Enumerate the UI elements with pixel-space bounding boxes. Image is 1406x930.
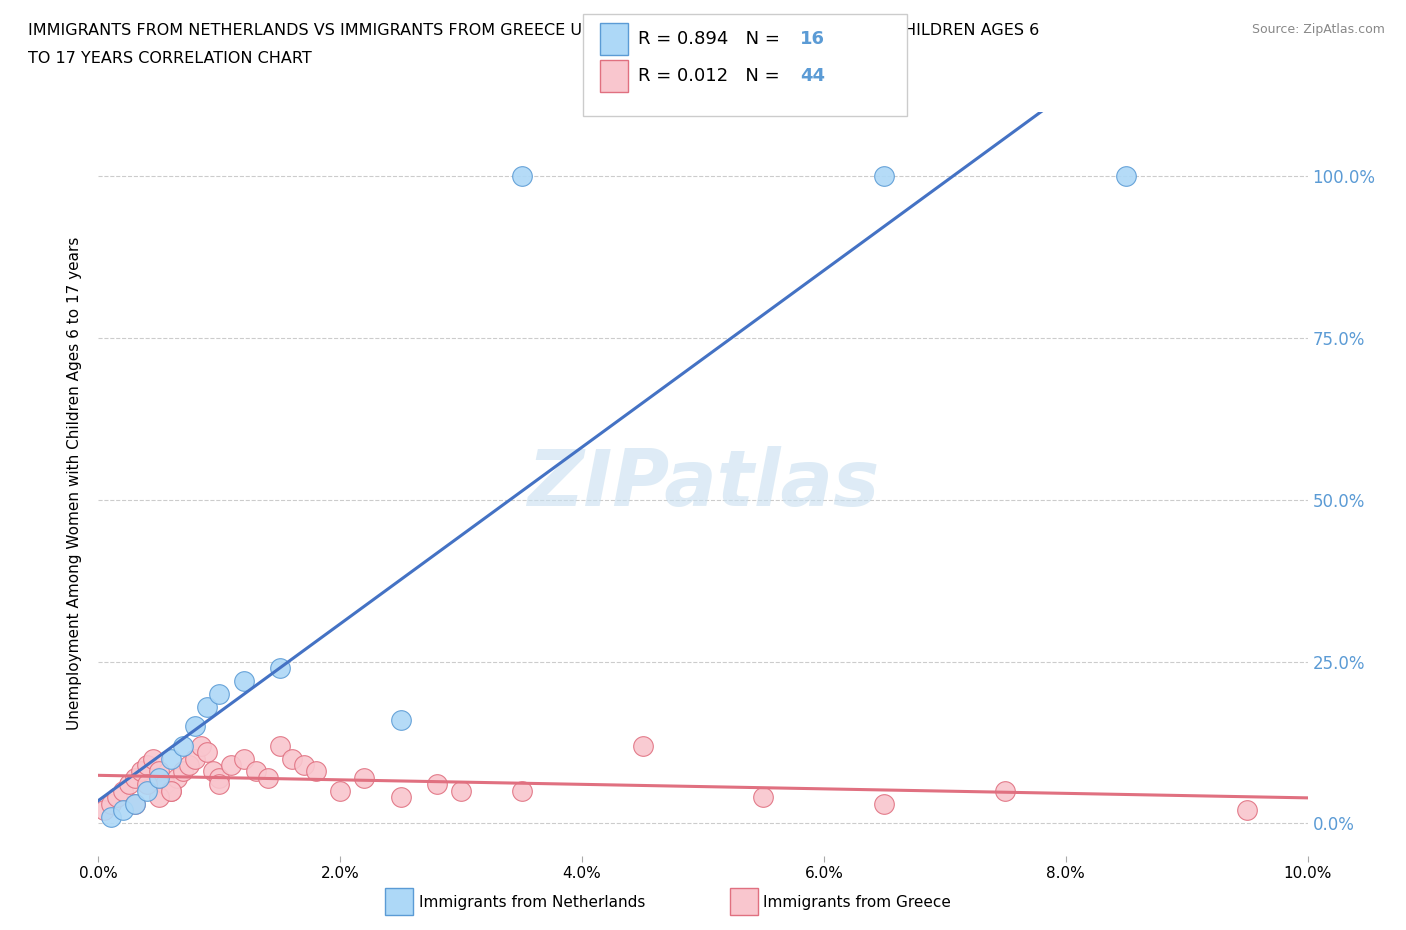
Point xyxy=(160,783,183,798)
Point xyxy=(93,803,115,817)
Text: 16: 16 xyxy=(800,30,825,48)
Point xyxy=(1115,169,1137,184)
Point xyxy=(148,771,170,786)
Point xyxy=(179,758,201,773)
Point xyxy=(111,783,134,798)
Text: R = 0.012   N =: R = 0.012 N = xyxy=(638,67,786,86)
Y-axis label: Unemployment Among Women with Children Ages 6 to 17 years: Unemployment Among Women with Children A… xyxy=(67,237,83,730)
Text: TO 17 YEARS CORRELATION CHART: TO 17 YEARS CORRELATION CHART xyxy=(28,51,312,66)
Point xyxy=(208,777,231,791)
Text: IMMIGRANTS FROM NETHERLANDS VS IMMIGRANTS FROM GREECE UNEMPLOYMENT AMONG WOMEN W: IMMIGRANTS FROM NETHERLANDS VS IMMIGRANT… xyxy=(28,23,1039,38)
Point xyxy=(153,777,176,791)
Point xyxy=(450,783,472,798)
Point xyxy=(135,758,157,773)
Point xyxy=(105,790,128,804)
Point xyxy=(148,790,170,804)
Text: Immigrants from Netherlands: Immigrants from Netherlands xyxy=(419,895,645,910)
Point xyxy=(631,738,654,753)
Point xyxy=(389,790,412,804)
Point xyxy=(195,745,218,760)
Text: R = 0.894   N =: R = 0.894 N = xyxy=(638,30,786,48)
Point xyxy=(245,764,267,779)
Point xyxy=(129,764,152,779)
Point xyxy=(292,758,315,773)
Text: Source: ZipAtlas.com: Source: ZipAtlas.com xyxy=(1251,23,1385,36)
Text: Immigrants from Greece: Immigrants from Greece xyxy=(763,895,952,910)
Point xyxy=(118,777,141,791)
Point xyxy=(100,809,122,824)
Point xyxy=(752,790,775,804)
Point xyxy=(195,699,218,714)
Point xyxy=(190,738,212,753)
Point xyxy=(269,738,291,753)
Point xyxy=(160,751,183,766)
Point xyxy=(281,751,304,766)
Point xyxy=(269,660,291,675)
Point xyxy=(873,796,896,811)
Point xyxy=(232,673,254,688)
Point xyxy=(389,712,412,727)
Point xyxy=(221,758,243,773)
Point xyxy=(208,686,231,701)
Point xyxy=(142,751,165,766)
Point xyxy=(305,764,328,779)
Point xyxy=(135,777,157,791)
Point xyxy=(160,783,183,798)
Point xyxy=(172,738,194,753)
Point xyxy=(124,771,146,786)
Point xyxy=(510,783,533,798)
Text: 44: 44 xyxy=(800,67,825,86)
Point xyxy=(124,796,146,811)
Point xyxy=(208,771,231,786)
Point xyxy=(100,796,122,811)
Point xyxy=(994,783,1017,798)
Point xyxy=(135,783,157,798)
Point xyxy=(111,803,134,817)
Point xyxy=(510,169,533,184)
Point xyxy=(148,764,170,779)
Point xyxy=(184,719,207,734)
Point xyxy=(232,751,254,766)
Point xyxy=(353,771,375,786)
Point xyxy=(1236,803,1258,817)
Point xyxy=(256,771,278,786)
Text: ZIPatlas: ZIPatlas xyxy=(527,445,879,522)
Point xyxy=(166,771,188,786)
Point xyxy=(426,777,449,791)
Point xyxy=(202,764,225,779)
Point xyxy=(329,783,352,798)
Point xyxy=(873,169,896,184)
Point xyxy=(184,751,207,766)
Point xyxy=(124,796,146,811)
Point xyxy=(172,764,194,779)
